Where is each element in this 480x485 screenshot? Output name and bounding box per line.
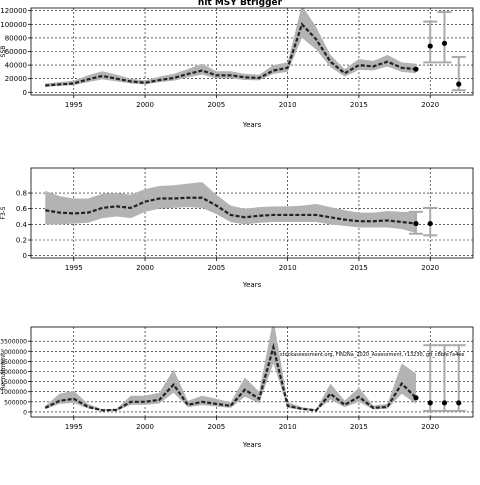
y-tick-label: 20000 [5,75,27,83]
data-point [456,81,462,87]
data-point [413,395,419,401]
x-tick-label: 2000 [136,423,154,431]
y-tick-label: 80000 [5,34,27,42]
y-tick-label: 1000000 [0,389,27,396]
y-tick-label: 0.6 [16,205,28,213]
data-point [441,40,448,46]
x-tick-label: 2010 [279,264,297,272]
x-tick-label: 2000 [136,264,154,272]
y-tick-label: 0.4 [16,221,28,229]
y-tick-label: 0.8 [16,190,27,198]
x-tick-label: 1995 [65,264,83,272]
data-point [427,400,433,406]
x-tick-label: 2015 [350,264,368,272]
figure-title: hit MSY Btrigger [197,0,283,8]
y-tick-label: 0.2 [16,237,27,245]
y-tick-label: 3500000 [0,339,27,346]
confidence-band [45,182,416,233]
x-axis-label: Years [242,121,262,129]
y-tick-label: 60000 [5,48,27,56]
y-tick-label: 0 [23,252,27,260]
x-tick-label: 1995 [65,101,83,109]
data-point [413,66,419,72]
y-tick-label: 3000000 [0,349,27,356]
y-tick-label: 40000 [5,62,27,70]
data-point [427,220,433,227]
plot-frame [30,167,474,259]
annotation-text: stockassessment.org, FIN2Na_2020_Assessm… [280,352,464,358]
data-point [427,43,433,49]
series-line [44,342,417,412]
data-point [456,400,462,406]
x-tick-label: 2015 [350,101,368,109]
x-tick-label: 2010 [279,423,297,431]
data-point [441,400,448,406]
data-point [413,220,419,227]
x-tick-label: 2020 [421,264,439,272]
y-tick-label: 100000 [0,21,27,29]
x-tick-label: 2000 [136,101,154,109]
x-axis-label: Years [242,441,262,449]
confidence-band [45,8,416,87]
x-tick-label: 2005 [207,264,225,272]
x-tick-label: 2005 [207,101,225,109]
x-axis-label: Years [242,281,262,289]
x-tick-label: 2020 [421,101,439,109]
series-line [45,196,417,225]
x-tick-label: 1995 [65,423,83,431]
y-tick-label: 0 [23,89,27,97]
y-axis-label: Recruitment [0,353,7,391]
x-tick-label: 2010 [279,101,297,109]
y-axis-label: SSB [0,46,7,58]
plot-frame [30,326,474,418]
x-tick-label: 2015 [350,423,368,431]
y-axis-label: F3-5 [0,206,7,219]
y-tick-label: 1500000 [0,379,27,386]
y-tick-label: 500000 [4,399,27,406]
series-line [45,22,417,87]
x-tick-label: 2005 [207,423,225,431]
y-tick-label: 0 [23,409,27,416]
x-tick-label: 2020 [421,423,439,431]
y-tick-label: 2500000 [0,359,27,366]
y-tick-label: 2000000 [0,369,27,376]
confidence-band [45,327,416,411]
y-tick-label: 120000 [0,7,27,15]
